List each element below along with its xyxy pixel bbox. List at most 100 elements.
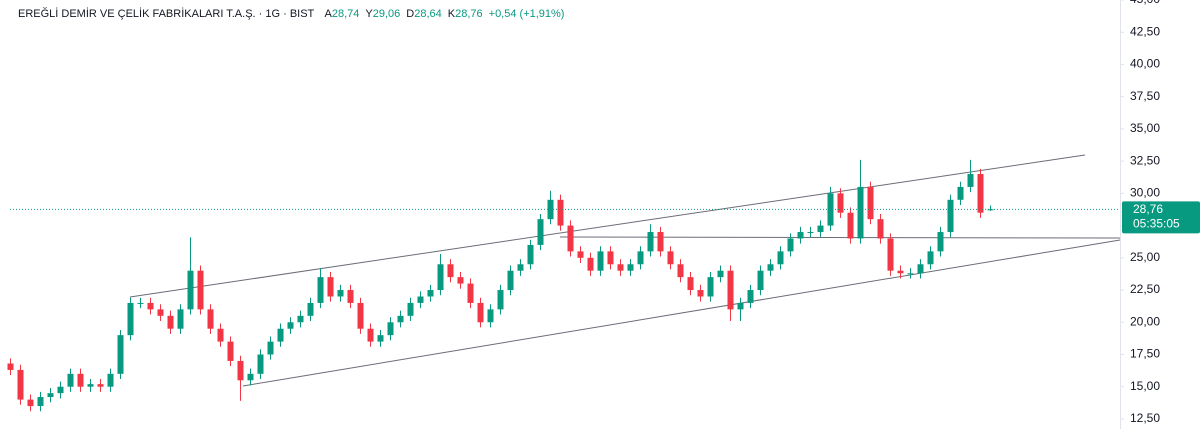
legend-letter: D: [406, 8, 414, 20]
candle-body: [757, 270, 764, 291]
candle-body: [627, 264, 634, 271]
candle-body: [167, 315, 174, 329]
candle-body: [947, 199, 954, 233]
candle-body: [177, 309, 184, 329]
candle-body: [457, 277, 464, 284]
legend-value: 28,64: [414, 8, 442, 20]
candle-body: [357, 302, 364, 329]
candle-body: [147, 302, 154, 310]
candle-body: [207, 309, 214, 329]
candle-body: [587, 257, 594, 271]
candle-body: [747, 290, 754, 303]
candle-body: [597, 251, 604, 271]
candle-body: [657, 232, 664, 252]
candles: [7, 159, 994, 412]
candle-body: [907, 273, 914, 275]
y-tick-label: 42,50: [1130, 24, 1160, 38]
candle-body: [917, 264, 924, 274]
candle-body: [327, 277, 334, 297]
candle-body: [487, 309, 494, 323]
y-tick-label: 15,00: [1130, 379, 1160, 393]
candle-body: [37, 397, 44, 407]
channel-lower-line[interactable]: [242, 239, 1121, 387]
candle-body: [957, 186, 964, 200]
candle-body: [27, 399, 34, 407]
candle-body: [497, 290, 504, 310]
channel-upper-line[interactable]: [129, 154, 1086, 298]
y-tick-label: 32,50: [1130, 153, 1160, 167]
countdown-label: 05:35:05: [1133, 217, 1180, 231]
candle-body: [197, 270, 204, 310]
y-tick-label: 35,00: [1130, 121, 1160, 135]
candle-body: [187, 270, 194, 310]
candle-body: [347, 290, 354, 303]
candle-body: [527, 244, 534, 265]
y-tick-label: 12,50: [1130, 411, 1160, 425]
candle-body: [607, 251, 614, 265]
last-price-label: 28,76: [1133, 202, 1163, 216]
candle-body: [297, 315, 304, 323]
candle-body: [647, 232, 654, 252]
header: EREĞLİ DEMİR VE ÇELİK FABRİKALARI T.A.Ş.…: [18, 7, 564, 20]
candle-body: [687, 277, 694, 291]
candle-body: [537, 219, 544, 245]
candle-body: [157, 309, 164, 316]
legend-value: 28,74: [332, 8, 360, 20]
y-tick-label: 17,50: [1130, 347, 1160, 361]
candle-body: [267, 341, 274, 355]
candle-body: [767, 264, 774, 271]
candle-body: [977, 174, 984, 213]
candle-body: [317, 277, 324, 303]
candle-body: [87, 384, 94, 387]
candle-body: [57, 386, 64, 394]
candle-body: [967, 174, 974, 187]
candle-body: [227, 341, 234, 361]
candle-body: [437, 264, 444, 291]
candle-body: [257, 354, 264, 374]
legend-letter: A: [325, 8, 333, 20]
candle-body: [827, 193, 834, 226]
candle-body: [397, 315, 404, 323]
y-tick-label: 30,00: [1130, 186, 1160, 200]
y-tick-label: 22,50: [1130, 282, 1160, 296]
candle-body: [277, 328, 284, 342]
candle-body: [557, 199, 564, 226]
candle-body: [567, 225, 574, 252]
candle-body: [107, 373, 114, 387]
candle-body: [507, 270, 514, 291]
candle-body: [697, 290, 704, 297]
candle-body: [847, 212, 854, 239]
candle-body: [127, 302, 134, 336]
candle-body: [17, 369, 24, 400]
legend-letter: K: [448, 8, 456, 20]
candle-body: [807, 232, 814, 234]
candle-body: [617, 264, 624, 271]
candle-body: [797, 232, 804, 239]
candle-body: [407, 302, 414, 316]
y-tick-label: 45,00: [1130, 0, 1160, 6]
candle-body: [247, 373, 254, 381]
symbol-title: EREĞLİ DEMİR VE ÇELİK FABRİKALARI T.A.Ş.…: [18, 7, 315, 20]
candle-body: [67, 373, 74, 387]
last-price-tag: [1122, 201, 1200, 234]
candle-body: [7, 363, 14, 370]
legend-letter: Y: [365, 8, 373, 20]
candle-body: [717, 270, 724, 278]
y-tick-label: 20,00: [1130, 314, 1160, 328]
candle-body: [387, 322, 394, 336]
candle-body: [857, 186, 864, 239]
candle-body: [337, 290, 344, 297]
legend-value: 29,06: [373, 8, 401, 20]
y-tick-label: 40,00: [1130, 57, 1160, 71]
candle-body: [467, 283, 474, 303]
candle-body: [237, 360, 244, 381]
candle-body: [787, 238, 794, 252]
candle-body: [637, 251, 644, 265]
candle-body: [837, 193, 844, 213]
candle-body: [707, 277, 714, 297]
candle-body: [477, 302, 484, 323]
candle-body: [97, 384, 104, 387]
